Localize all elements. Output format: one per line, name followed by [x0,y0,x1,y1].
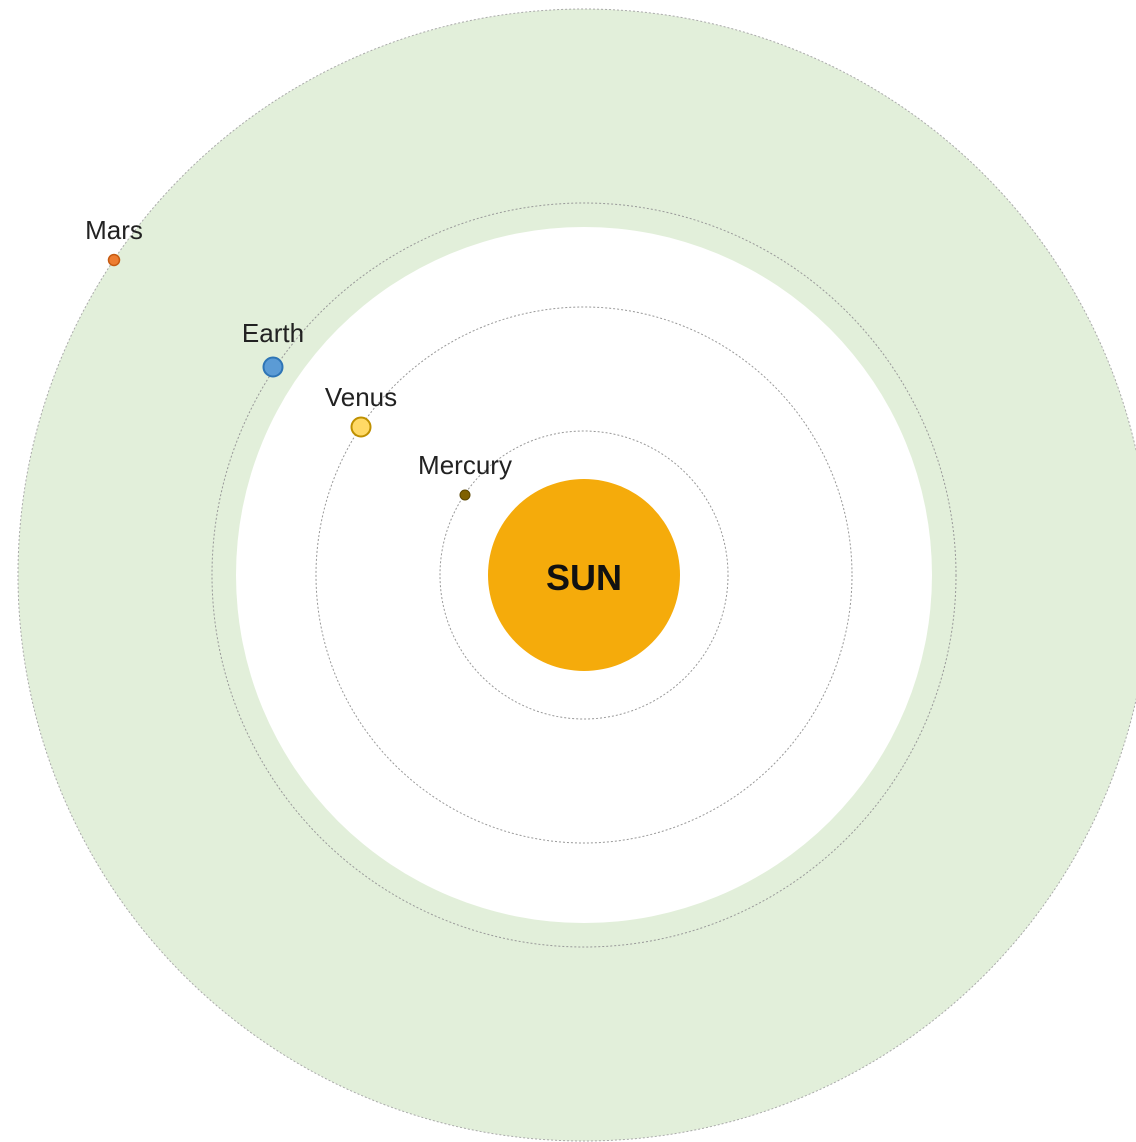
mercury-orbit [439,430,729,720]
earth-label: Earth [242,318,304,348]
earth-orbit [211,202,957,948]
earth [262,356,284,378]
sun-label: SUN [546,557,622,598]
venus-orbit [315,306,853,844]
sun [488,479,680,671]
venus [350,416,372,438]
mercury-label: Mercury [418,450,512,480]
mercury [459,489,471,501]
mars-label: Mars [85,215,143,245]
mars [107,253,121,267]
venus-label: Venus [325,382,397,412]
